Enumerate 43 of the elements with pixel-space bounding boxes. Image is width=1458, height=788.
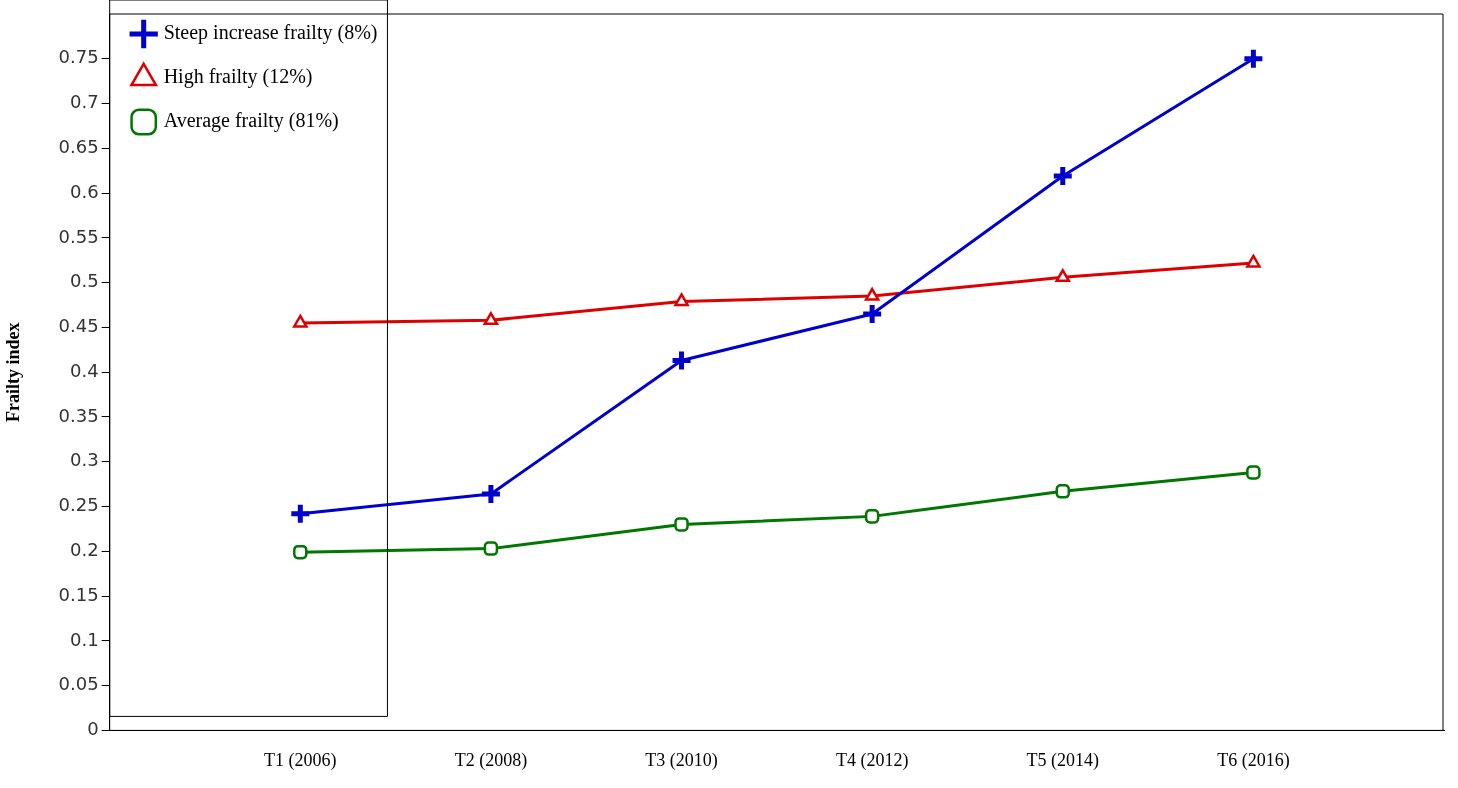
y-tick-label: 0 [87, 718, 99, 740]
x-tick-label: T2 (2008) [454, 749, 528, 771]
y-tick-label: 0.75 [58, 46, 99, 68]
point [1246, 254, 1261, 268]
x-tick-label: T4 (2012) [835, 749, 909, 771]
point [1051, 164, 1075, 188]
point [674, 517, 689, 532]
y-tick-label: 0.45 [58, 315, 99, 337]
point [288, 502, 312, 526]
y-tick-label: 0.25 [58, 494, 99, 516]
x-tick-label: T1 (2006) [264, 749, 337, 771]
point [292, 314, 308, 328]
point [860, 302, 884, 326]
y-axis-title: Frailty index [3, 322, 24, 422]
point [483, 312, 499, 326]
y-tick-label: 0.3 [70, 449, 99, 471]
y-tick-label: 0.35 [58, 404, 99, 426]
legend-label: Average frailty (81%) [163, 109, 339, 133]
point [674, 293, 689, 307]
y-tick-label: 0.6 [70, 180, 99, 202]
y-tick-label: 0.4 [70, 359, 99, 381]
y-tick-label: 0.65 [58, 136, 99, 157]
y-tick-label: 0.5 [70, 270, 99, 292]
x-tick-label: T6 (2016) [1217, 749, 1290, 771]
y-tick-label: 0.2 [70, 538, 99, 560]
y-tick-label: 0.15 [58, 583, 99, 605]
point [483, 541, 499, 556]
x-tick-label: T5 (2014) [1026, 749, 1100, 771]
point [1055, 484, 1071, 499]
point [479, 482, 503, 506]
legend-label: High frailty (12%) [163, 65, 313, 89]
y-tick-label: 0.55 [58, 225, 99, 247]
x-tick-label: T3 (2010) [645, 749, 718, 771]
y-tick-label: 0.7 [70, 91, 99, 113]
point [670, 349, 694, 373]
point [1246, 465, 1261, 480]
point [293, 544, 308, 560]
legend-label: Steep increase frailty (8%) [163, 21, 378, 45]
point [1055, 269, 1071, 283]
y-tick-label: 0.1 [70, 628, 99, 650]
point [864, 287, 880, 301]
point [864, 509, 880, 524]
y-tick-label: 0.05 [58, 673, 99, 695]
